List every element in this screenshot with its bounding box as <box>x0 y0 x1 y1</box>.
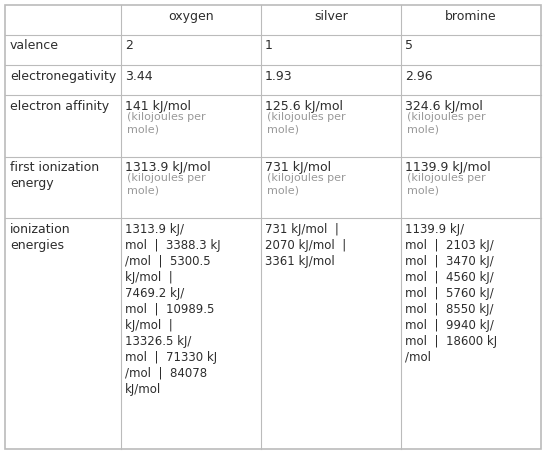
Text: 731 kJ/mol: 731 kJ/mol <box>265 161 331 174</box>
Text: ionization
energies: ionization energies <box>10 222 70 252</box>
Text: 1.93: 1.93 <box>265 69 293 83</box>
Text: 1139.9 kJ/
mol  |  2103 kJ/
mol  |  3470 kJ/
mol  |  4560 kJ/
mol  |  5760 kJ/
m: 1139.9 kJ/ mol | 2103 kJ/ mol | 3470 kJ/… <box>405 222 497 364</box>
Text: electronegativity: electronegativity <box>10 69 116 83</box>
Text: 3.44: 3.44 <box>125 69 152 83</box>
Text: 731 kJ/mol  |
2070 kJ/mol  |
3361 kJ/mol: 731 kJ/mol | 2070 kJ/mol | 3361 kJ/mol <box>265 222 346 268</box>
Text: 2.96: 2.96 <box>405 69 433 83</box>
Text: oxygen: oxygen <box>168 10 213 23</box>
Text: 141 kJ/mol: 141 kJ/mol <box>125 100 191 113</box>
Text: valence: valence <box>10 39 59 52</box>
Text: 5: 5 <box>405 39 413 52</box>
Text: electron affinity: electron affinity <box>10 100 109 113</box>
Text: silver: silver <box>314 10 348 23</box>
Text: 1313.9 kJ/mol: 1313.9 kJ/mol <box>125 161 211 174</box>
Text: 2: 2 <box>125 39 133 52</box>
Text: 125.6 kJ/mol: 125.6 kJ/mol <box>265 100 343 113</box>
Text: (kilojoules per
mole): (kilojoules per mole) <box>267 112 346 134</box>
Text: first ionization
energy: first ionization energy <box>10 161 99 190</box>
Text: 324.6 kJ/mol: 324.6 kJ/mol <box>405 100 483 113</box>
Text: bromine: bromine <box>445 10 496 23</box>
Text: 1313.9 kJ/
mol  |  3388.3 kJ
/mol  |  5300.5
kJ/mol  |
7469.2 kJ/
mol  |  10989.: 1313.9 kJ/ mol | 3388.3 kJ /mol | 5300.5… <box>125 222 221 395</box>
Text: 1139.9 kJ/mol: 1139.9 kJ/mol <box>405 161 491 174</box>
Text: (kilojoules per
mole): (kilojoules per mole) <box>267 173 346 196</box>
Text: (kilojoules per
mole): (kilojoules per mole) <box>127 173 206 196</box>
Text: (kilojoules per
mole): (kilojoules per mole) <box>127 112 206 134</box>
Text: (kilojoules per
mole): (kilojoules per mole) <box>407 112 486 134</box>
Text: (kilojoules per
mole): (kilojoules per mole) <box>407 173 486 196</box>
Text: 1: 1 <box>265 39 273 52</box>
